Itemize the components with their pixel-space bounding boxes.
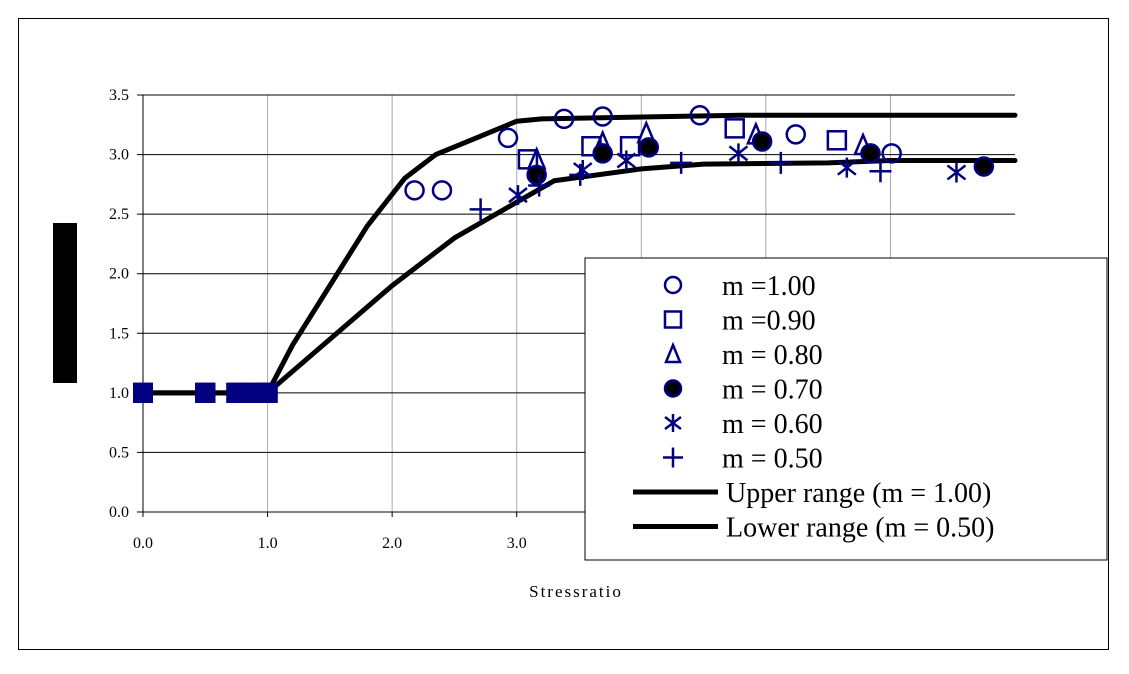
circle-filled-marker: [663, 379, 683, 398]
plus-marker: [469, 198, 492, 221]
triangle-open-marker: [664, 341, 682, 364]
legend-entry-label: Lower range (m = 0.50): [726, 513, 994, 544]
y-tick-label: 2.0: [109, 266, 129, 283]
chart-frame: [18, 18, 1109, 650]
circle-filled-marker: [973, 156, 995, 177]
square-open-marker: [724, 118, 745, 139]
plus-marker: [869, 160, 892, 183]
y-tick-label: 3.5: [109, 87, 129, 104]
square-open-marker: [619, 135, 641, 157]
x-tick-label: 2.0: [382, 535, 402, 552]
x-tick-label: 3.0: [507, 535, 527, 552]
circle-open-marker: [881, 143, 902, 164]
legend-entry-label: m =1.00: [722, 271, 816, 302]
plus-marker: [769, 151, 792, 174]
asterisk-marker: [728, 143, 749, 164]
square-open-marker: [826, 130, 848, 151]
x-tick-label: 1.0: [258, 535, 278, 552]
plus-marker: [528, 174, 551, 197]
y-tick-label: 0.0: [109, 504, 129, 521]
circle-filled-marker: [638, 137, 660, 158]
data-point-cluster: [195, 382, 216, 403]
data-point-cluster: [226, 382, 247, 403]
legend-entry-label: m = 0.50: [722, 444, 823, 475]
circle-filled-marker: [860, 143, 881, 164]
plus-marker: [663, 447, 683, 468]
circle-open-marker: [592, 106, 613, 127]
data-points: [133, 105, 995, 403]
circle-open-marker: [431, 180, 453, 201]
range-line: [140, 112, 1018, 396]
asterisk-marker: [616, 150, 637, 171]
asterisk-marker: [664, 414, 682, 432]
circle-open-marker: [663, 275, 683, 295]
data-point-cluster: [257, 382, 278, 403]
legend: m =1.00 m =0.90m = 0.80 m = 0.70m = 0.60 m …: [584, 257, 1108, 561]
circle-open-marker: [689, 105, 711, 126]
circle-open-marker: [497, 127, 519, 149]
y-tick-label: 1.5: [109, 325, 129, 342]
asterisk-marker: [946, 162, 967, 183]
circle-filled-marker: [526, 164, 547, 186]
data-point-cluster: [133, 382, 153, 403]
y-tick-label: 1.0: [109, 385, 129, 402]
y-tick-label: 3.0: [109, 147, 129, 164]
y-tick-label: 2.5: [109, 206, 129, 223]
plus-marker: [670, 151, 693, 174]
x-axis-label: Stressratio: [529, 582, 623, 601]
legend-entry-label: m = 0.80: [722, 340, 823, 371]
legend-entry-label: m =0.90: [722, 306, 816, 337]
y-axis-label-redacted: [53, 223, 77, 383]
asterisk-marker: [837, 157, 857, 178]
square-open-marker: [663, 310, 683, 329]
circle-filled-marker: [592, 143, 613, 164]
plus-marker: [569, 163, 592, 186]
circle-open-marker: [785, 124, 807, 145]
legend-entry-label: m = 0.60: [722, 409, 823, 440]
legend-entry-label: Upper range (m = 1.00): [726, 478, 991, 509]
x-tick-label: 0.0: [133, 535, 153, 552]
axes: 0.0 0.5 1.0 1.5 2.0 2.5 3.0 3.5 0.0 1.0 2.0 3.0: [109, 87, 527, 552]
asterisk-marker: [508, 185, 528, 206]
circle-open-marker: [553, 108, 575, 130]
legend-entry-label: m = 0.70: [722, 375, 823, 406]
y-tick-label: 0.5: [109, 444, 129, 461]
circle-filled-marker: [751, 131, 773, 152]
circle-open-marker: [404, 180, 425, 201]
